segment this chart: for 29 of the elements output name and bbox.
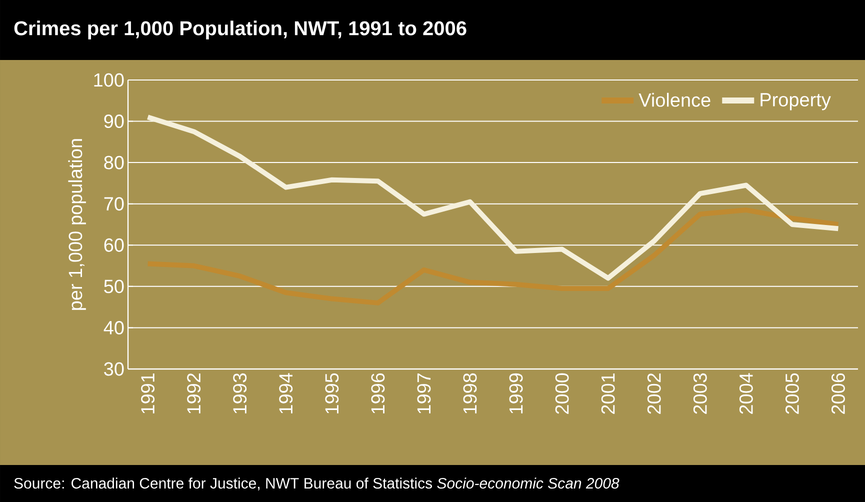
x-tick-label: 1992	[187, 373, 201, 414]
legend-label: Property	[760, 93, 831, 110]
chart-title: Crimes per 1,000 Population, NWT, 1991 to 2006	[14, 20, 466, 40]
y-tick-label: 30	[104, 362, 124, 376]
y-tick-label: 60	[104, 238, 124, 252]
x-tick-label: 1998	[463, 373, 477, 414]
y-tick-label: 40	[104, 320, 124, 334]
y-tick-label: 70	[104, 197, 124, 211]
source-note: Source: Canadian Centre for Justice, NWT Bureau of Statistics Socio-economic Scan 2008	[14, 478, 620, 490]
x-tick-label: 1995	[325, 373, 339, 414]
x-tick-label: 2003	[693, 373, 707, 414]
x-tick-label: 1994	[279, 373, 293, 414]
y-axis-title: per 1,000 population	[68, 139, 86, 310]
x-tick-label: 1993	[233, 373, 247, 414]
x-tick-label: 2000	[555, 373, 569, 414]
x-tick-label: 2002	[647, 373, 661, 414]
y-tick-label: 90	[104, 114, 124, 128]
x-tick-label: 2005	[785, 373, 799, 414]
x-tick-label: 1997	[417, 373, 431, 414]
x-tick-label: 1996	[371, 373, 385, 414]
x-tick-label: 2004	[739, 373, 753, 414]
x-tick-label: 1999	[509, 373, 523, 414]
legend-label: Violence	[638, 92, 710, 107]
y-tick-label: 50	[104, 280, 124, 294]
y-tick-label: 100	[94, 73, 124, 87]
x-tick-label: 2001	[601, 373, 615, 414]
x-tick-label: 2006	[831, 373, 845, 414]
x-tick-label: 1991	[141, 373, 155, 414]
y-tick-label: 80	[104, 156, 124, 170]
